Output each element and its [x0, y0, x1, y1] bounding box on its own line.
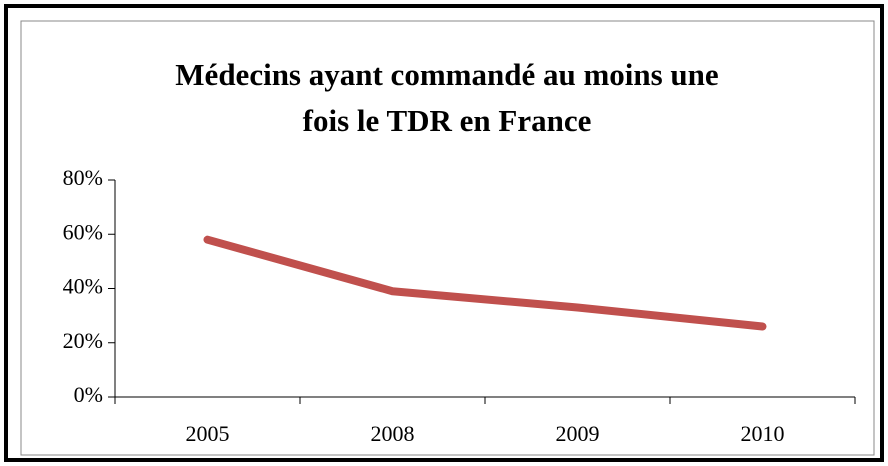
y-tick-label: 20% [63, 328, 103, 353]
x-tick-label: 2010 [741, 421, 785, 446]
y-tick-label: 60% [63, 219, 103, 244]
x-tick-label: 2005 [186, 421, 230, 446]
data-line [203, 235, 767, 331]
chart-border [20, 20, 875, 456]
y-tick-label: 80% [63, 165, 103, 190]
chart-title: Médecins ayant commandé au moins une [175, 57, 718, 92]
y-tick-label: 0% [74, 382, 103, 407]
x-tick-label: 2009 [556, 421, 600, 446]
x-tick-label: 2008 [371, 421, 415, 446]
outer-frame [4, 4, 884, 462]
chart-title: fois le TDR en France [303, 103, 592, 138]
y-tick-label: 40% [63, 274, 103, 299]
